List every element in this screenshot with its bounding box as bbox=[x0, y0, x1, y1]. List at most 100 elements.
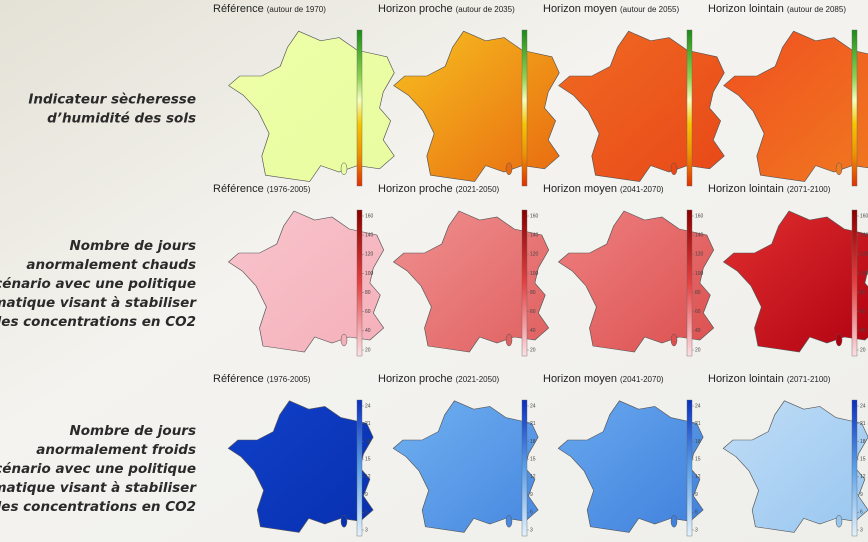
colorbar-label: 80 bbox=[695, 290, 701, 296]
corsica bbox=[340, 514, 348, 528]
france-map bbox=[723, 30, 868, 182]
header-period: (1976-2005) bbox=[267, 185, 311, 194]
column-header: Horizon proche (2021-2050) bbox=[378, 373, 500, 385]
france-map bbox=[227, 400, 374, 533]
colorbar-label: 3 bbox=[695, 527, 698, 533]
colorbar-label: 21 bbox=[860, 421, 866, 427]
colorbar-label: 3 bbox=[530, 527, 533, 533]
column-header: Référence (1976-2005) bbox=[213, 183, 311, 195]
colorbar-label: 140 bbox=[530, 232, 539, 238]
header-name: Référence bbox=[213, 183, 264, 195]
header-period: (autour de 1970) bbox=[267, 5, 326, 14]
row-label: Nombre de jours bbox=[69, 238, 196, 254]
colorbar bbox=[521, 209, 528, 357]
france-map bbox=[557, 210, 715, 353]
colorbar-label: 40 bbox=[365, 328, 371, 334]
colorbar-label: 60 bbox=[695, 309, 701, 315]
header-period: (autour de 2055) bbox=[620, 5, 679, 14]
france-map bbox=[393, 30, 560, 182]
colorbar-label: 12 bbox=[860, 474, 866, 480]
colorbar-label: 60 bbox=[365, 309, 371, 315]
colorbar-label: 80 bbox=[365, 290, 371, 296]
corsica bbox=[670, 333, 678, 347]
header-name: Horizon proche bbox=[378, 183, 453, 195]
colorbar-label: 40 bbox=[695, 328, 701, 334]
colorbar-label: 6 bbox=[695, 510, 698, 516]
corsica bbox=[340, 333, 348, 347]
france-map bbox=[392, 210, 550, 353]
header-name: Horizon moyen bbox=[543, 3, 617, 15]
header-name: Horizon lointain bbox=[708, 183, 784, 195]
colorbar-label: 12 bbox=[695, 474, 701, 480]
colorbar-label: 100 bbox=[530, 271, 539, 277]
colorbar-label: 6 bbox=[365, 510, 368, 516]
colorbar bbox=[686, 399, 693, 537]
row-label: anormalement chauds bbox=[26, 257, 196, 273]
colorbar-label: 60 bbox=[860, 309, 866, 315]
header-name: Horizon proche bbox=[378, 3, 453, 15]
colorbar-label: 160 bbox=[695, 213, 704, 219]
corsica bbox=[340, 162, 348, 176]
colorbar-label: 140 bbox=[365, 232, 374, 238]
colorbar-label: 120 bbox=[530, 252, 539, 258]
colorbar-label: 100 bbox=[860, 271, 868, 277]
column-header: Horizon lointain (2071-2100) bbox=[708, 183, 831, 195]
colorbar-label: 160 bbox=[860, 213, 868, 219]
colorbar-label: 120 bbox=[365, 252, 374, 258]
colorbar-label: 80 bbox=[530, 290, 536, 296]
colorbar-label: 15 bbox=[365, 456, 371, 462]
colorbar-label: 140 bbox=[860, 232, 868, 238]
colorbar-label: 120 bbox=[860, 252, 868, 258]
colorbar bbox=[356, 399, 363, 537]
france-map bbox=[228, 30, 395, 182]
colorbar-label: 20 bbox=[365, 347, 371, 353]
colorbar-label: 24 bbox=[695, 403, 701, 409]
header-name: Horizon lointain bbox=[708, 373, 784, 385]
column-header: Horizon lointain (2071-2100) bbox=[708, 373, 831, 385]
colorbar-label: 15 bbox=[530, 456, 536, 462]
corsica bbox=[670, 514, 678, 528]
colorbar-label: 6 bbox=[530, 510, 533, 516]
colorbar-label: 21 bbox=[365, 421, 371, 427]
colorbar-label: 40 bbox=[860, 328, 866, 334]
colorbar-label: 160 bbox=[365, 213, 374, 219]
france-map bbox=[722, 400, 868, 533]
colorbar-label: 3 bbox=[365, 527, 368, 533]
france-map bbox=[392, 400, 539, 533]
row-label: climatique visant à stabiliser bbox=[0, 295, 197, 311]
colorbar-label: 60 bbox=[530, 309, 536, 315]
colorbar-label: 18 bbox=[365, 439, 371, 445]
column-header: Horizon lointain (autour de 2085) bbox=[708, 3, 846, 15]
header-period: (1976-2005) bbox=[267, 375, 311, 384]
colorbar-label: 9 bbox=[530, 492, 533, 498]
colorbar-label: 100 bbox=[695, 271, 704, 277]
header-name: Horizon moyen bbox=[543, 183, 617, 195]
row-label: climatique visant à stabiliser bbox=[0, 480, 197, 496]
colorbar-label: 24 bbox=[365, 403, 371, 409]
colorbar bbox=[521, 29, 528, 187]
header-period: (2021-2050) bbox=[456, 185, 500, 194]
colorbar-label: 40 bbox=[530, 328, 536, 334]
header-period: (2041-2070) bbox=[620, 185, 664, 194]
corsica bbox=[670, 162, 678, 176]
column-header: Horizon proche (2021-2050) bbox=[378, 183, 500, 195]
corsica bbox=[835, 162, 843, 176]
colorbar bbox=[851, 29, 858, 187]
header-period: (2041-2070) bbox=[620, 375, 664, 384]
colorbar bbox=[356, 209, 363, 357]
colorbar-label: 6 bbox=[860, 510, 863, 516]
row-label: d’humidité des sols bbox=[47, 111, 196, 127]
colorbar-label: 21 bbox=[530, 421, 536, 427]
colorbar-label: 21 bbox=[695, 421, 701, 427]
header-name: Horizon moyen bbox=[543, 373, 617, 385]
france-map bbox=[557, 400, 704, 533]
corsica bbox=[505, 514, 513, 528]
colorbar-label: 9 bbox=[860, 492, 863, 498]
corsica bbox=[505, 333, 513, 347]
header-period: (autour de 2085) bbox=[787, 5, 846, 14]
column-header: Horizon moyen (2041-2070) bbox=[543, 183, 664, 195]
colorbar-label: 12 bbox=[530, 474, 536, 480]
colorbar-label: 160 bbox=[530, 213, 539, 219]
header-period: (autour de 2035) bbox=[456, 5, 515, 14]
